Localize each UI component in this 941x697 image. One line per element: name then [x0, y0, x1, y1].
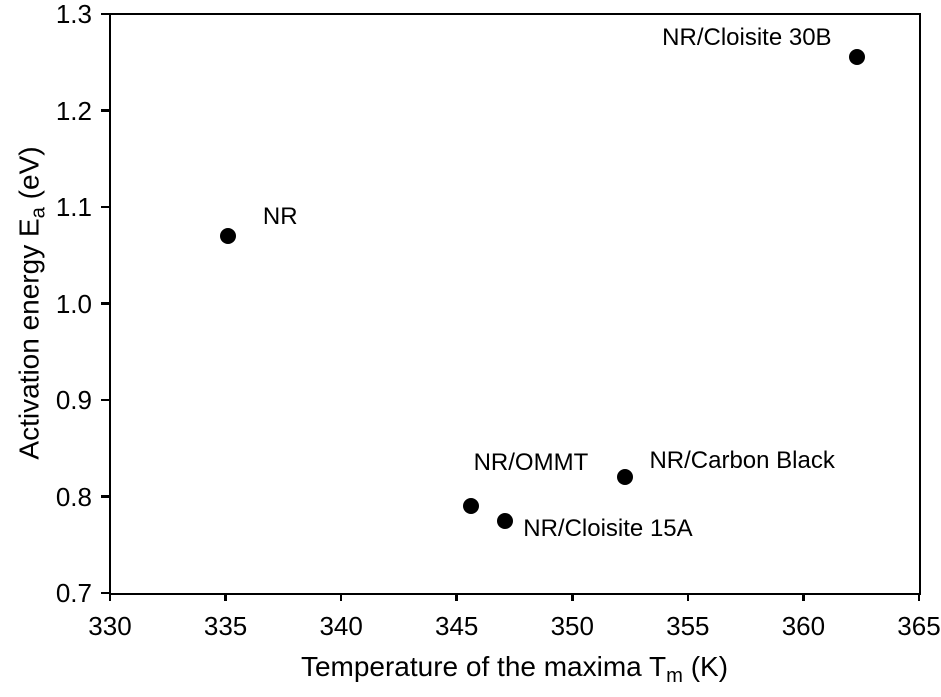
y-tick-label: 1.3	[55, 0, 92, 29]
data-point	[219, 227, 236, 244]
data-point	[848, 49, 865, 66]
x-axis-title: Temperature of the maxima Tm (K)	[110, 650, 919, 687]
x-tick-label: 345	[435, 611, 479, 641]
data-point	[617, 469, 634, 486]
data-point	[462, 498, 479, 515]
y-tick	[101, 398, 109, 402]
x-tick-label: 365	[897, 611, 941, 641]
x-tick	[686, 593, 690, 601]
plot-area: 330 335 340 345 350 355 360 365 0.7 0.8 0.9 1.0 1.1 1…	[56, 0, 941, 641]
y-tick	[101, 302, 109, 305]
x-tick-label: 335	[203, 611, 248, 641]
y-axis-title-main: Activation energy E	[13, 218, 45, 460]
point-label: NR/Cloisite 15A	[523, 514, 693, 542]
x-tick	[224, 593, 227, 601]
x-tick-label: 340	[319, 611, 363, 641]
y-tick-label: 0.9	[55, 385, 92, 415]
x-tick-label: 355	[666, 611, 710, 641]
x-axis-title-units: (K)	[682, 651, 729, 682]
x-tick-label: 330	[88, 611, 132, 641]
x-axis-title-subscript: m	[666, 664, 683, 687]
x-tick-label: 350	[550, 611, 594, 641]
y-tick-label: 1.2	[55, 95, 92, 126]
plot-area-frame	[109, 13, 921, 595]
data-point	[497, 512, 514, 529]
y-tick-label: 0.8	[55, 481, 92, 512]
point-label: NR/OMMT	[473, 449, 589, 477]
y-tick	[101, 591, 109, 595]
point-label: NR/Cloisite 30B	[662, 24, 832, 52]
point-label: NR	[262, 202, 298, 230]
x-tick-label: 360	[781, 611, 826, 641]
y-tick	[101, 109, 109, 112]
x-tick	[108, 593, 112, 601]
x-tick	[571, 593, 574, 601]
y-tick	[101, 495, 109, 498]
x-tick	[339, 593, 343, 601]
x-tick	[917, 593, 921, 601]
x-tick	[802, 593, 805, 601]
y-tick-label: 0.7	[55, 578, 92, 608]
y-tick	[101, 12, 109, 16]
point-label: NR/Carbon Black	[649, 447, 835, 475]
y-tick-label: 1.1	[55, 192, 92, 222]
x-axis-title-main: Temperature of the maxima T	[300, 651, 667, 682]
x-tick	[455, 593, 458, 601]
y-tick-label: 1.0	[55, 288, 92, 319]
y-tick	[101, 205, 109, 209]
